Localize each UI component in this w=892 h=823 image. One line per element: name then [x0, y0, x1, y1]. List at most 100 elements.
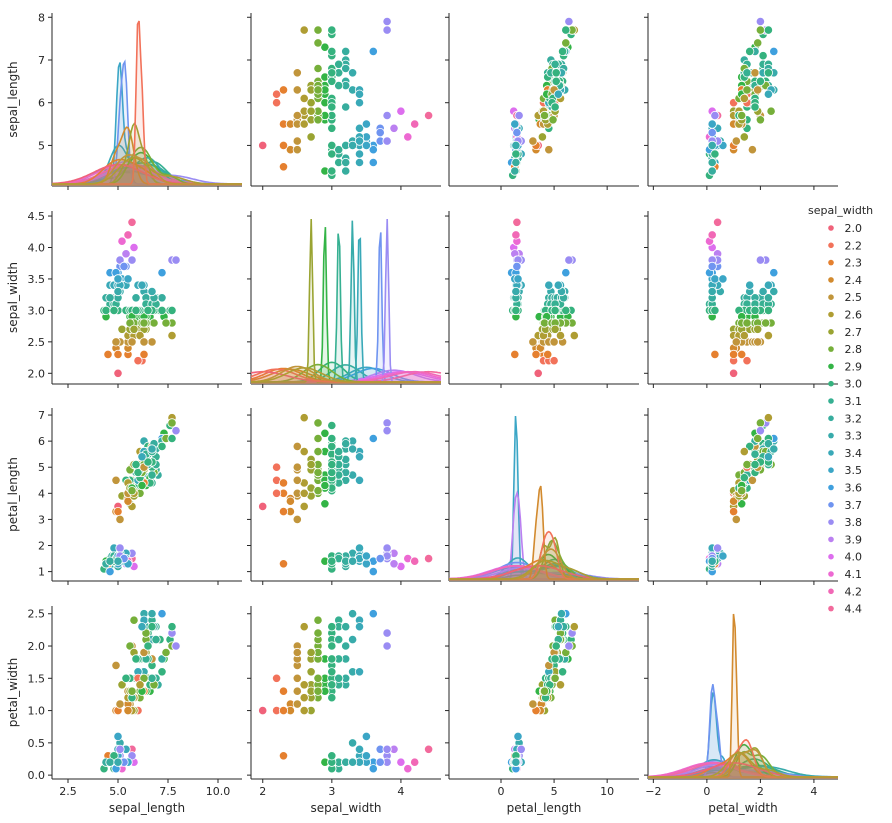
kde-fill-2.0 — [648, 762, 838, 779]
kde-fill-3.8 — [251, 219, 441, 384]
scatter-point — [139, 673, 149, 683]
legend-label: 2.2 — [845, 239, 863, 252]
scatter-point — [737, 110, 747, 121]
scatter-point — [556, 609, 567, 619]
scatter-point — [513, 274, 523, 284]
scatter-point — [763, 25, 774, 35]
scatter-point — [382, 25, 392, 35]
scatter-point — [410, 119, 420, 129]
legend-entry: 2.4 — [828, 274, 862, 287]
scatter-point — [113, 274, 123, 284]
kde-fill-2.9 — [251, 227, 441, 384]
scatter-point — [564, 255, 574, 265]
scatter-point — [553, 622, 563, 632]
kde-curve-2.6 — [648, 751, 838, 778]
scatter-point — [157, 667, 167, 677]
scatter-point — [292, 647, 302, 658]
scatter-point — [710, 305, 720, 315]
panel-sepal_length-vs-sepal_length: 5 6 7 8 sepal_length — [6, 11, 242, 190]
scatter-point — [543, 349, 553, 359]
scatter-point — [375, 553, 385, 564]
scatter-point — [511, 149, 521, 159]
scatter-point — [396, 106, 406, 116]
y-tick-label: 6 — [38, 435, 45, 448]
scatter-point — [313, 467, 323, 478]
scatter-point — [516, 744, 526, 754]
kde-fill-2.7 — [251, 219, 441, 384]
scatter-point — [410, 757, 420, 767]
kde-fill-3.0 — [251, 362, 441, 384]
y-tick-label: 2.5 — [28, 336, 46, 349]
y-tick-label: 3.0 — [28, 304, 46, 317]
y-tick-label: 5 — [38, 461, 45, 474]
legend-marker — [828, 363, 834, 370]
kde-fill-2.6 — [52, 157, 242, 186]
scatter-point — [271, 98, 282, 108]
scatter-point — [728, 349, 739, 359]
scatter-point — [396, 757, 406, 767]
kde-fill-2.7 — [449, 537, 639, 581]
legend-marker — [828, 536, 834, 543]
scatter-point — [753, 433, 763, 444]
scatter-point — [550, 305, 560, 315]
legend-entry: 4.0 — [828, 551, 862, 564]
legend-label: 4.0 — [845, 551, 863, 564]
scatter-point — [313, 446, 323, 457]
scatter-point — [763, 280, 774, 290]
scatter-point — [157, 305, 167, 315]
kde-fill-2.6 — [648, 752, 838, 779]
legend-marker — [828, 571, 834, 577]
scatter-point — [512, 217, 522, 227]
scatter-point — [557, 46, 568, 57]
scatter-point — [354, 136, 365, 146]
scatter-point — [718, 551, 728, 561]
scatter-point — [712, 543, 723, 553]
scatter-point — [368, 764, 378, 774]
legend-entry: 2.0 — [828, 222, 862, 235]
y-tick-label: 2.0 — [28, 640, 46, 653]
scatter-point — [278, 506, 289, 517]
scatter-point — [271, 488, 282, 498]
legend-entry: 2.9 — [828, 360, 862, 373]
legend-label: 2.9 — [845, 360, 863, 373]
scatter-point — [544, 280, 554, 290]
legend-label: 4.1 — [845, 568, 863, 581]
scatter-point — [139, 349, 149, 359]
scatter-point — [354, 667, 365, 677]
scatter-point — [528, 699, 538, 709]
scatter-point — [327, 433, 337, 444]
scatter-point — [539, 110, 550, 121]
scatter-point — [327, 123, 337, 133]
scatter-point — [707, 261, 717, 271]
legend-entry: 4.2 — [828, 585, 862, 598]
scatter-point — [389, 559, 399, 569]
scatter-point — [334, 634, 344, 645]
legend-label: 3.6 — [845, 482, 863, 495]
x-axis-label: sepal_width — [310, 801, 381, 815]
scatter-point — [171, 426, 181, 436]
scatter-point — [167, 330, 177, 341]
panel-sepal_length-vs-sepal_width — [247, 13, 441, 190]
x-axis-label: sepal_length — [109, 801, 185, 815]
scatter-point — [327, 654, 337, 664]
scatter-point — [129, 242, 139, 253]
x-tick-label: 2 — [757, 785, 764, 798]
scatter-point — [564, 641, 574, 651]
scatter-point — [354, 98, 365, 108]
legend-entry: 3.2 — [828, 412, 862, 425]
scatter-point — [707, 556, 717, 566]
scatter-point — [292, 462, 302, 472]
scatter-point — [728, 506, 739, 517]
scatter-point — [157, 268, 167, 278]
scatter-point — [119, 261, 129, 271]
scatter-point — [105, 556, 115, 566]
scatter-point — [354, 149, 365, 159]
y-tick-label: 4 — [38, 487, 45, 500]
y-tick-label: 8 — [38, 11, 45, 24]
scatter-point — [334, 59, 344, 69]
scatter-point — [101, 305, 111, 315]
scatter-point — [320, 42, 330, 52]
scatter-point — [739, 330, 749, 341]
legend-entry: 2.8 — [828, 343, 862, 356]
scatter-point — [382, 136, 392, 146]
